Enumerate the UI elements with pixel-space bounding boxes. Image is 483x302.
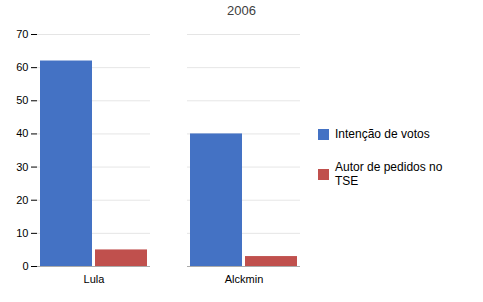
svg-text:20: 20	[16, 194, 28, 206]
svg-text:10: 10	[16, 227, 28, 239]
svg-text:40: 40	[16, 127, 28, 139]
svg-text:50: 50	[16, 94, 28, 106]
html-text:2006: 2006	[227, 3, 256, 18]
html-text:Intenção de votos: Intenção de votos	[335, 127, 430, 142]
html-text:Autor de pedidos no TSE: Autor de pedidos no TSE	[335, 159, 443, 189]
svg-text:Alckmin: Alckmin	[225, 273, 264, 285]
svg-text:Lula: Lula	[84, 273, 106, 285]
svg-text:30: 30	[16, 161, 28, 173]
svg-text:70: 70	[16, 28, 28, 40]
svg-text:60: 60	[16, 61, 28, 73]
svg-text:0: 0	[22, 260, 28, 272]
